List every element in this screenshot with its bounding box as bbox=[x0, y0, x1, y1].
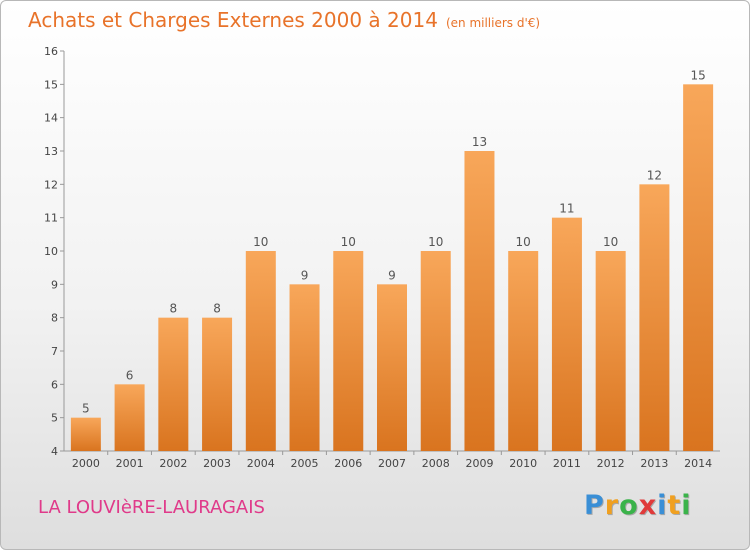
logo-letter: r bbox=[604, 490, 620, 521]
x-tick-label: 2012 bbox=[597, 457, 625, 470]
data-label: 11 bbox=[559, 202, 574, 216]
bar-2001 bbox=[114, 384, 145, 451]
logo-letter: i bbox=[657, 490, 668, 521]
bar-2013 bbox=[639, 184, 670, 452]
data-label: 8 bbox=[213, 302, 221, 316]
bar-2008 bbox=[420, 251, 451, 451]
x-tick-label: 2014 bbox=[684, 457, 712, 470]
logo-letter: P bbox=[584, 490, 605, 521]
data-label: 10 bbox=[516, 235, 531, 249]
data-label: 10 bbox=[341, 235, 356, 249]
bar-2011 bbox=[551, 217, 582, 451]
bar-2006 bbox=[333, 251, 364, 451]
x-tick-label: 2007 bbox=[378, 457, 406, 470]
logo-letter: t bbox=[667, 490, 682, 521]
data-label: 9 bbox=[301, 268, 309, 282]
y-tick-label: 6 bbox=[51, 378, 58, 391]
commune-name: LA LOUVIèRE-LAURAGAIS bbox=[38, 497, 265, 518]
data-label: 10 bbox=[603, 235, 618, 249]
bar-2002 bbox=[158, 317, 189, 451]
y-tick-label: 15 bbox=[44, 78, 58, 91]
data-label: 10 bbox=[428, 235, 443, 249]
y-tick-label: 8 bbox=[51, 312, 58, 325]
y-tick-label: 13 bbox=[44, 145, 58, 158]
data-label: 10 bbox=[253, 235, 268, 249]
x-tick-label: 2001 bbox=[116, 457, 144, 470]
x-tick-label: 2003 bbox=[203, 457, 231, 470]
chart-subtitle: (en milliers d'€) bbox=[445, 16, 541, 30]
x-tick-label: 2000 bbox=[72, 457, 100, 470]
y-tick-label: 10 bbox=[44, 245, 58, 258]
data-label: 12 bbox=[647, 168, 662, 182]
y-tick-label: 9 bbox=[51, 278, 58, 291]
y-tick-label: 4 bbox=[51, 445, 58, 458]
x-tick-label: 2009 bbox=[465, 457, 493, 470]
bar-2004 bbox=[245, 251, 276, 451]
y-tick-label: 5 bbox=[51, 412, 58, 425]
y-tick-label: 7 bbox=[51, 345, 58, 358]
data-label: 13 bbox=[472, 135, 487, 149]
x-tick-label: 2011 bbox=[553, 457, 581, 470]
chart-data-labels: 5 6 8 8 10 9 10 9 10 13 10 11 10 12 15 bbox=[82, 68, 706, 415]
data-label: 15 bbox=[690, 68, 705, 82]
data-label: 8 bbox=[170, 302, 178, 316]
y-tick-label: 12 bbox=[44, 178, 58, 191]
bar-2003 bbox=[202, 317, 233, 451]
chart-bars bbox=[70, 84, 714, 452]
y-tick-label: 16 bbox=[44, 45, 58, 58]
chart-axes: 4 5 6 7 8 9 10 11 12 13 14 15 16 2000 2001 2002 2003 2004… bbox=[44, 45, 720, 470]
chart-title: Achats et Charges Externes 2000 à 2014 (e… bbox=[28, 8, 540, 32]
bar-2014 bbox=[683, 84, 714, 451]
x-tick-label: 2004 bbox=[247, 457, 275, 470]
bar-2010 bbox=[508, 251, 539, 451]
x-tick-label: 2005 bbox=[291, 457, 319, 470]
bar-2000 bbox=[70, 417, 101, 451]
x-tick-label: 2006 bbox=[334, 457, 362, 470]
x-tick-label: 2008 bbox=[422, 457, 450, 470]
proxiti-logo: Proxiti bbox=[584, 490, 692, 521]
bar-2007 bbox=[377, 284, 407, 451]
x-tick-label: 2013 bbox=[640, 457, 668, 470]
data-label: 6 bbox=[126, 368, 134, 382]
y-tick-label: 11 bbox=[44, 212, 58, 225]
y-tick-label: 14 bbox=[44, 112, 58, 125]
bar-2009 bbox=[464, 151, 495, 451]
data-label: 5 bbox=[82, 402, 90, 416]
bar-2005 bbox=[289, 284, 320, 451]
x-tick-label: 2002 bbox=[159, 457, 187, 470]
logo-letter: x bbox=[638, 490, 658, 521]
x-tick-label: 2010 bbox=[509, 457, 537, 470]
bar-2012 bbox=[595, 251, 626, 451]
logo-letter: o bbox=[619, 490, 639, 521]
logo-letter: i bbox=[681, 490, 692, 521]
data-label: 9 bbox=[388, 268, 396, 282]
chart-title-text: Achats et Charges Externes 2000 à 2014 bbox=[28, 8, 438, 32]
